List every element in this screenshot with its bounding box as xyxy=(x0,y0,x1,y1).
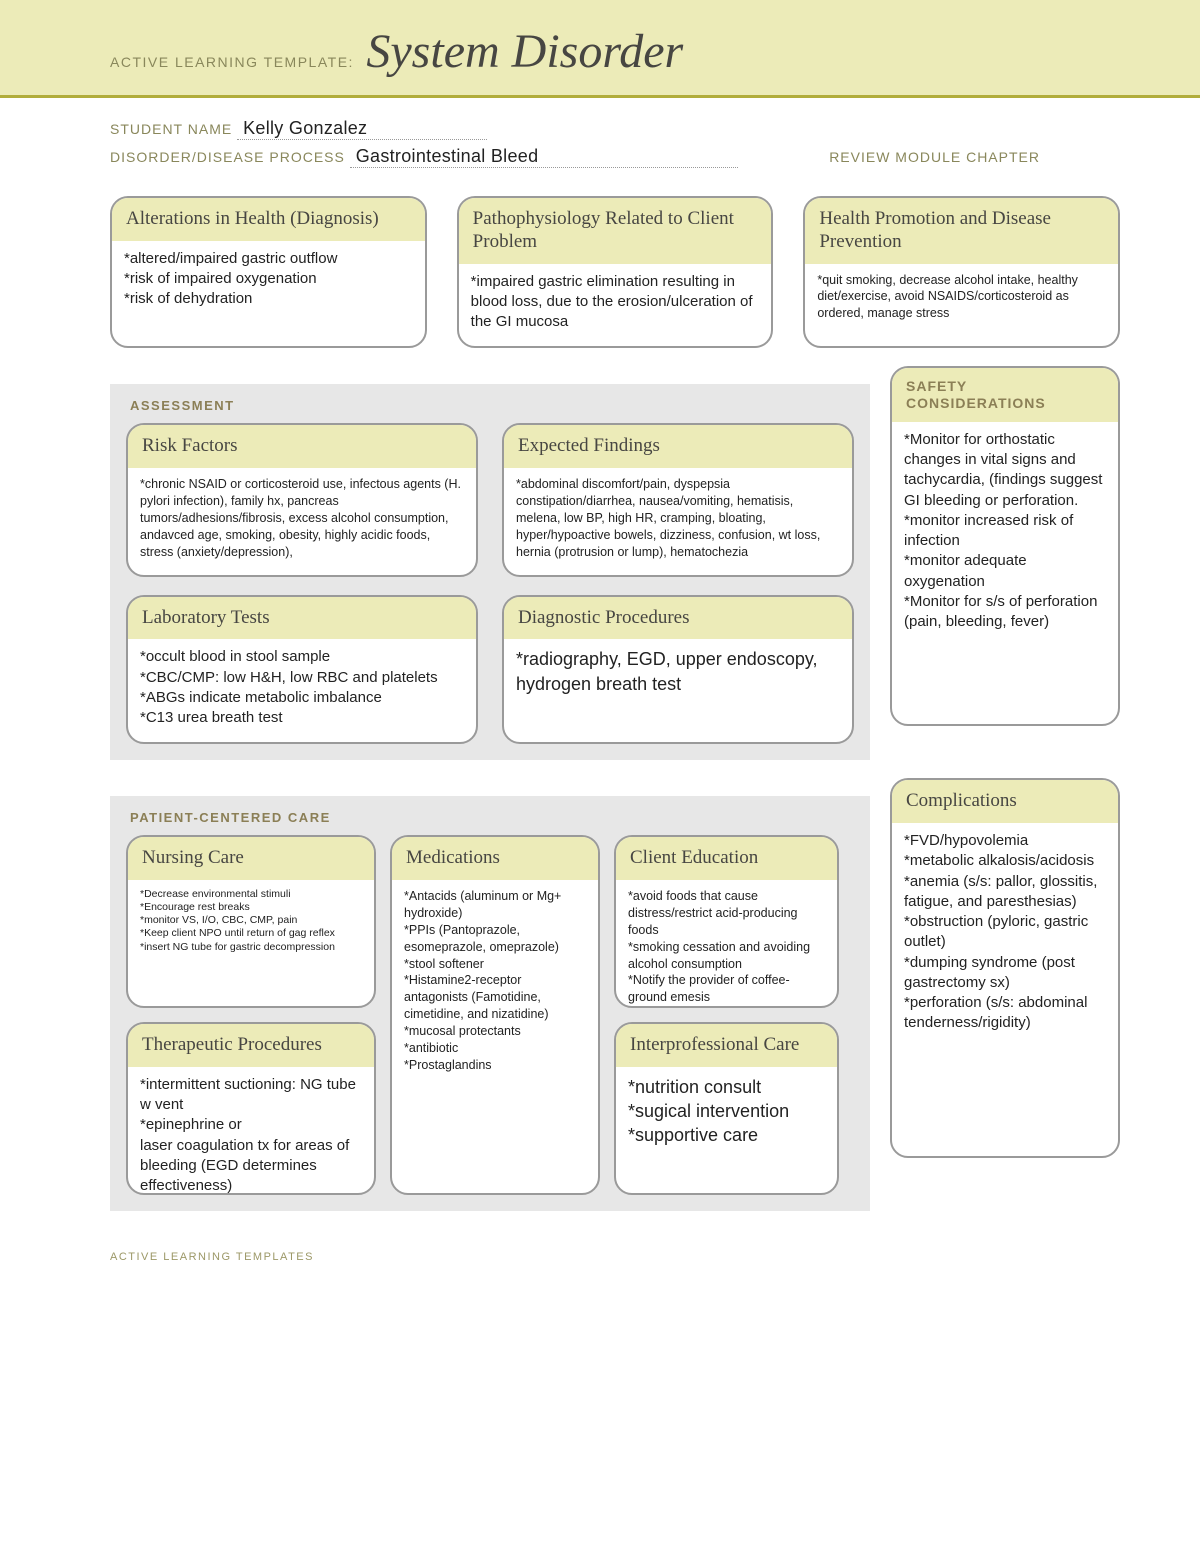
complications-title: Complications xyxy=(892,780,1118,823)
meds-body: *Antacids (aluminum or Mg+ hydroxide)*PP… xyxy=(392,880,598,1088)
alterations-body: *altered/impaired gastric outflow*risk o… xyxy=(112,241,425,324)
findings-body: *abdominal discomfort/pain, dyspepsia co… xyxy=(504,468,852,574)
safety-card: SAFETY CONSIDERATIONS *Monitor for ortho… xyxy=(890,366,1120,726)
pcc-label: PATIENT-CENTERED CARE xyxy=(126,802,854,835)
pcc-pane: PATIENT-CENTERED CARE Nursing Care *Decr… xyxy=(110,778,1120,1210)
client-ed-title: Client Education xyxy=(616,837,837,880)
safety-box: SAFETY CONSIDERATIONS *Monitor for ortho… xyxy=(890,366,1120,760)
findings-card: Expected Findings *abdominal discomfort/… xyxy=(502,423,854,576)
nursing-card: Nursing Care *Decrease environmental sti… xyxy=(126,835,376,1008)
disorder-label: DISORDER/DISEASE PROCESS xyxy=(110,149,345,165)
labs-card: Laboratory Tests *occult blood in stool … xyxy=(126,595,478,745)
therapeutic-body: *intermittent suctioning: NG tube w vent… xyxy=(128,1067,374,1195)
diag-body: *radiography, EGD, upper endoscopy, hydr… xyxy=(504,639,852,710)
student-name-row: STUDENT NAME Kelly Gonzalez xyxy=(110,118,1120,140)
disorder-value: Gastrointestinal Bleed xyxy=(350,146,739,168)
labs-title: Laboratory Tests xyxy=(128,597,476,640)
pcc-section: PATIENT-CENTERED CARE Nursing Care *Decr… xyxy=(110,796,870,1210)
patho-title: Pathophysiology Related to Client Proble… xyxy=(459,198,772,264)
meds-card: Medications *Antacids (aluminum or Mg+ h… xyxy=(390,835,600,1194)
labs-body: *occult blood in stool sample*CBC/CMP: l… xyxy=(128,639,476,742)
page: ACTIVE LEARNING TEMPLATE: System Disorde… xyxy=(0,0,1200,1313)
banner-title: System Disorder xyxy=(366,25,683,78)
findings-title: Expected Findings xyxy=(504,425,852,468)
patho-card: Pathophysiology Related to Client Proble… xyxy=(457,196,774,348)
student-name-value: Kelly Gonzalez xyxy=(237,118,487,140)
assessment-section: ASSESSMENT Risk Factors *chronic NSAID o… xyxy=(110,384,870,760)
risk-title: Risk Factors xyxy=(128,425,476,468)
student-name-label: STUDENT NAME xyxy=(110,121,232,137)
safety-label: SAFETY CONSIDERATIONS xyxy=(892,368,1118,422)
assessment-pane: ASSESSMENT Risk Factors *chronic NSAID o… xyxy=(110,366,1120,760)
diag-card: Diagnostic Procedures *radiography, EGD,… xyxy=(502,595,854,745)
health-promo-card: Health Promotion and Disease Prevention … xyxy=(803,196,1120,348)
risk-card: Risk Factors *chronic NSAID or corticost… xyxy=(126,423,478,576)
nursing-title: Nursing Care xyxy=(128,837,374,880)
footer-text: ACTIVE LEARNING TEMPLATES xyxy=(0,1221,1200,1263)
interprof-title: Interprofessional Care xyxy=(616,1024,837,1067)
client-ed-card: Client Education *avoid foods that cause… xyxy=(614,835,839,1008)
client-ed-body: *avoid foods that cause distress/restric… xyxy=(616,880,837,1008)
health-promo-body: *quit smoking, decrease alcohol intake, … xyxy=(805,264,1118,337)
patho-body: *impaired gastric elimination resulting … xyxy=(459,264,772,347)
safety-body: *Monitor for orthostatic changes in vita… xyxy=(892,422,1118,647)
complications-body: *FVD/hypovolemia*metabolic alkalosis/aci… xyxy=(892,823,1118,1048)
disorder-row: DISORDER/DISEASE PROCESS Gastrointestina… xyxy=(110,146,1120,168)
assessment-label: ASSESSMENT xyxy=(126,390,854,423)
alterations-card: Alterations in Health (Diagnosis) *alter… xyxy=(110,196,427,348)
complications-box: Complications *FVD/hypovolemia*metabolic… xyxy=(890,778,1120,1210)
top-cards-row: Alterations in Health (Diagnosis) *alter… xyxy=(110,196,1120,348)
interprof-body: *nutrition consult*sugical intervention*… xyxy=(616,1067,837,1162)
therapeutic-card: Therapeutic Procedures *intermittent suc… xyxy=(126,1022,376,1195)
banner-prefix: ACTIVE LEARNING TEMPLATE: xyxy=(110,54,354,70)
health-promo-title: Health Promotion and Disease Prevention xyxy=(805,198,1118,264)
nursing-body: *Decrease environmental stimuli*Encourag… xyxy=(128,880,374,968)
chapter-label: REVIEW MODULE CHAPTER xyxy=(829,149,1120,166)
interprof-card: Interprofessional Care *nutrition consul… xyxy=(614,1022,839,1195)
alterations-title: Alterations in Health (Diagnosis) xyxy=(112,198,425,241)
complications-card: Complications *FVD/hypovolemia*metabolic… xyxy=(890,778,1120,1158)
meds-title: Medications xyxy=(392,837,598,880)
content-area: STUDENT NAME Kelly Gonzalez DISORDER/DIS… xyxy=(0,98,1200,1221)
banner: ACTIVE LEARNING TEMPLATE: System Disorde… xyxy=(0,0,1200,98)
risk-body: *chronic NSAID or corticosteroid use, in… xyxy=(128,468,476,574)
diag-title: Diagnostic Procedures xyxy=(504,597,852,640)
therapeutic-title: Therapeutic Procedures xyxy=(128,1024,374,1067)
